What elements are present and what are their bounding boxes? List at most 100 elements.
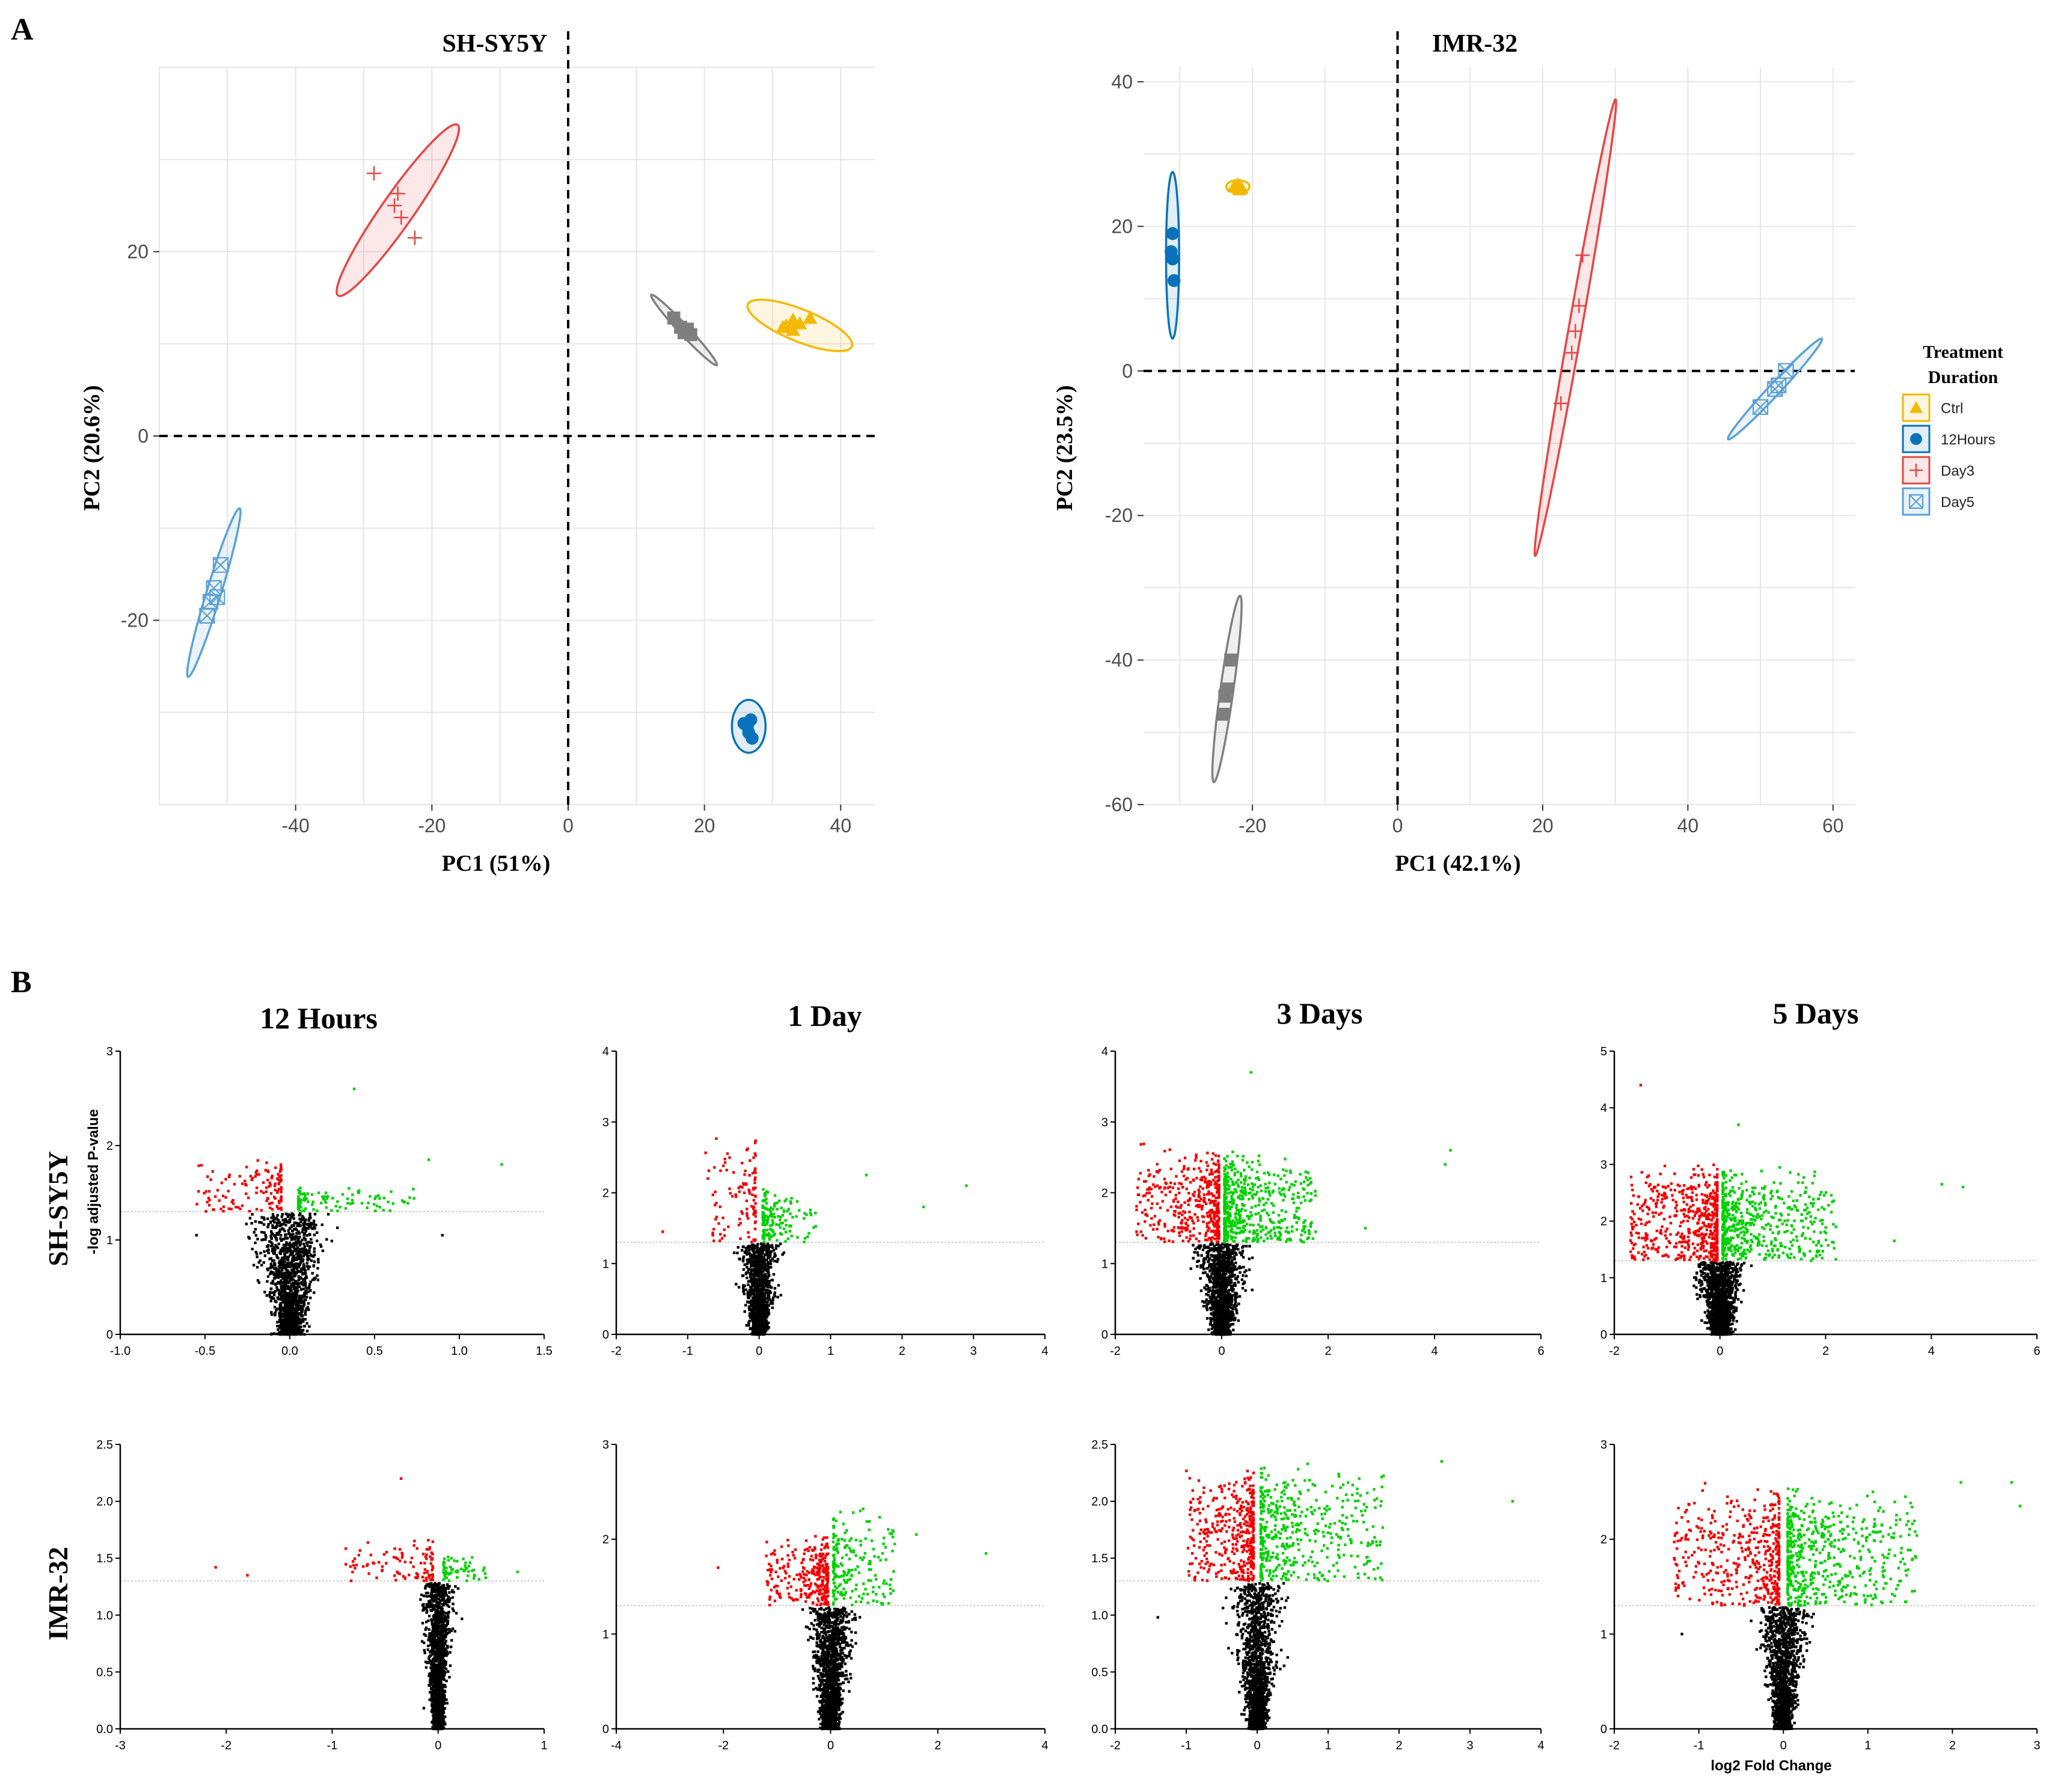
ns-point	[277, 1247, 280, 1250]
down-point	[245, 1165, 248, 1169]
up-point	[772, 1212, 775, 1216]
up-point	[336, 1200, 339, 1203]
ns-point	[760, 1293, 763, 1296]
y-tick-label: 1	[602, 1257, 609, 1271]
down-point	[280, 1188, 283, 1191]
ns-point	[766, 1327, 769, 1331]
up-point	[779, 1215, 782, 1218]
y-tick-label: 2	[1101, 1187, 1108, 1200]
ns-point	[302, 1233, 305, 1236]
ns-point	[768, 1274, 771, 1277]
ns-point	[302, 1333, 306, 1336]
up-point	[298, 1206, 302, 1209]
ns-point	[275, 1307, 279, 1310]
down-point	[751, 1193, 754, 1197]
ns-point	[299, 1295, 302, 1298]
ns-point	[270, 1232, 274, 1235]
up-point	[762, 1232, 765, 1236]
ns-point	[1241, 1287, 1245, 1290]
ns-point	[280, 1215, 283, 1218]
ns-point	[276, 1214, 279, 1217]
ns-point	[262, 1261, 265, 1264]
ns-point	[1233, 1284, 1237, 1287]
down-point	[240, 1182, 244, 1185]
ns-point	[1230, 1299, 1234, 1303]
ns-point	[753, 1260, 756, 1264]
ns-point	[753, 1258, 756, 1262]
ns-point	[289, 1304, 292, 1307]
ns-point	[310, 1259, 313, 1262]
up-point	[807, 1232, 810, 1235]
column-title-12h: 12 Hours	[260, 1001, 378, 1035]
legend-marker	[1910, 433, 1922, 445]
ns-point	[765, 1307, 768, 1310]
ns-point	[271, 1248, 274, 1251]
ns-point	[1239, 1271, 1242, 1274]
up-point	[349, 1202, 352, 1205]
ns-point	[298, 1325, 301, 1328]
ns-point	[1201, 1248, 1205, 1251]
y-tick-label: 0	[138, 425, 149, 447]
ns-point	[1189, 1267, 1192, 1270]
ns-point	[284, 1218, 287, 1221]
ns-point	[1241, 1246, 1244, 1249]
ns-point	[276, 1296, 279, 1300]
ns-point	[282, 1283, 286, 1287]
ns-point	[1210, 1313, 1214, 1316]
down-point	[266, 1179, 269, 1182]
x-tick-label: -2	[1110, 1345, 1121, 1358]
up-point	[306, 1192, 310, 1195]
ns-point	[287, 1232, 290, 1236]
ns-point	[290, 1272, 293, 1275]
ns-point	[767, 1246, 770, 1249]
ns-point	[773, 1291, 777, 1294]
ns-point	[768, 1262, 772, 1265]
down-point	[271, 1207, 274, 1211]
ns-point	[755, 1313, 758, 1316]
down-point	[752, 1156, 755, 1159]
ns-point	[301, 1330, 304, 1333]
ns-point	[759, 1320, 762, 1323]
down-point	[280, 1199, 283, 1203]
down-point	[222, 1209, 225, 1213]
ns-point	[277, 1242, 280, 1245]
ns-point	[1236, 1312, 1239, 1315]
ns-point	[284, 1283, 287, 1286]
ns-point	[303, 1245, 306, 1248]
ns-point	[764, 1325, 768, 1328]
ns-point	[291, 1251, 295, 1254]
ns-point	[302, 1295, 305, 1299]
ns-point	[762, 1243, 765, 1246]
up-point	[325, 1206, 328, 1209]
ns-point	[303, 1220, 307, 1223]
ns-point	[754, 1244, 757, 1247]
ns-point	[752, 1320, 755, 1323]
ns-point	[286, 1243, 290, 1246]
ns-point	[287, 1327, 290, 1330]
ns-point	[754, 1283, 758, 1286]
ns-point	[745, 1266, 749, 1269]
ns-point	[284, 1316, 287, 1319]
ns-point	[1211, 1248, 1214, 1251]
ns-point	[770, 1266, 773, 1269]
ns-point	[268, 1257, 271, 1260]
pca-plot-shsy5y: SH-SY5Y PC1 (51%) PC2 (20.6%) -40 -20 0 20 4…	[79, 30, 875, 876]
up-point	[351, 1201, 355, 1205]
data-point	[803, 310, 818, 324]
ns-point	[301, 1247, 304, 1250]
ns-point	[1208, 1306, 1211, 1310]
ns-point	[1241, 1250, 1245, 1253]
down-point	[243, 1179, 247, 1183]
ns-point	[267, 1251, 270, 1254]
up-point	[302, 1209, 306, 1212]
ns-point	[269, 1241, 273, 1244]
ns-point	[289, 1292, 293, 1296]
ns-point	[304, 1248, 307, 1251]
ns-point	[759, 1275, 762, 1278]
data-point	[212, 557, 229, 573]
ns-point	[774, 1244, 778, 1247]
ns-point	[286, 1269, 289, 1272]
ns-point	[1228, 1306, 1232, 1309]
